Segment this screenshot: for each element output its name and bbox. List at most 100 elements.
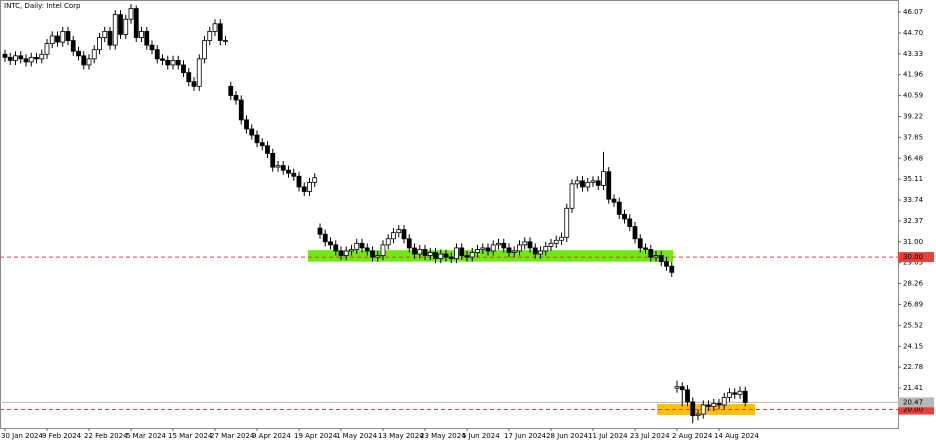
candle-body <box>149 44 155 51</box>
candle-body <box>207 31 213 41</box>
candle-body <box>674 386 680 389</box>
candle-body <box>49 35 55 45</box>
candle-body <box>34 56 39 60</box>
candle-body <box>238 99 244 121</box>
x-tick-label: 30 Jan 2024 <box>1 432 44 440</box>
candle-body <box>700 404 706 415</box>
candle-body <box>291 172 297 177</box>
candle-body <box>522 241 528 246</box>
candle-body <box>18 55 24 60</box>
candle-body <box>28 56 34 63</box>
candle-body <box>454 247 459 259</box>
candle-body <box>690 401 696 417</box>
candle-body <box>391 232 396 240</box>
y-tick-label: 35.11 <box>903 175 923 183</box>
y-tick-label: 29.63 <box>903 259 923 267</box>
candle-body <box>13 55 18 61</box>
candle-body <box>60 31 66 43</box>
candle-body <box>517 244 522 252</box>
x-tick-label: 27 Mar 2024 <box>210 432 255 440</box>
y-tick-label: 39.22 <box>903 112 923 120</box>
candle-body <box>585 181 591 188</box>
x-tick-label: 22 Feb 2024 <box>84 432 128 440</box>
candle-body <box>532 247 538 255</box>
y-tick-label: 37.85 <box>903 133 923 141</box>
candle-body <box>490 244 496 252</box>
candle-body <box>228 85 234 96</box>
x-tick-label: 15 Mar 2024 <box>168 432 213 440</box>
candle-body <box>538 250 543 255</box>
y-tick-label: 46.07 <box>903 8 923 16</box>
y-tick-label: 21.41 <box>903 384 923 392</box>
candle-body <box>695 413 701 417</box>
candle-body <box>312 177 318 183</box>
candle-body <box>102 31 108 38</box>
x-tick-label: 13 May 2024 <box>378 432 424 440</box>
candle-body <box>506 247 512 253</box>
candle-body <box>679 386 685 391</box>
candle-body <box>396 229 402 234</box>
candle-body <box>711 403 717 407</box>
candle-body <box>23 58 29 63</box>
candle-body <box>244 119 249 130</box>
x-tick-label: 11 Jul 2024 <box>588 432 628 440</box>
x-tick-label: 2 Aug 2024 <box>672 432 713 440</box>
candle-body <box>39 53 45 60</box>
candle-body <box>112 14 118 46</box>
x-tick-label: 1 May 2024 <box>336 432 378 440</box>
candle-body <box>595 180 601 186</box>
x-tick-label: 23 May 2024 <box>420 432 466 440</box>
y-tick-label: 32.37 <box>903 217 923 225</box>
candle-body <box>280 165 286 171</box>
candle-body <box>643 247 648 250</box>
zone <box>308 250 673 262</box>
candle-body <box>580 180 585 188</box>
candle-body <box>622 213 627 220</box>
candle-body <box>601 171 606 186</box>
candle-body <box>564 207 570 238</box>
level-tag <box>898 252 934 263</box>
candle-body <box>65 31 71 41</box>
candle-body <box>632 226 638 240</box>
candle-body <box>427 252 433 256</box>
candle-body <box>648 249 654 258</box>
y-tick-label: 26.89 <box>903 300 923 308</box>
candle-body <box>569 183 575 209</box>
candle-body <box>354 242 360 250</box>
candle-body <box>7 56 13 61</box>
candle-body <box>412 247 417 255</box>
candle-body <box>328 241 333 246</box>
candle-body <box>370 250 375 258</box>
candle-body <box>380 244 386 256</box>
y-tick-label: 31.00 <box>903 238 923 246</box>
candle-body <box>559 236 564 241</box>
candle-body <box>254 134 260 144</box>
candle-body <box>349 249 354 252</box>
candle-body <box>343 250 349 256</box>
y-tick-label: 25.52 <box>903 321 923 329</box>
candle-body <box>438 253 444 259</box>
candle-body <box>496 242 501 246</box>
y-tick-label: 40.59 <box>903 92 923 100</box>
x-tick-label: 5 Mar 2024 <box>126 432 166 440</box>
candle-body <box>443 253 449 258</box>
y-tick-label: 43.33 <box>903 50 923 58</box>
candle-body <box>590 180 596 183</box>
candle-body <box>202 40 207 60</box>
candle-body <box>118 14 123 35</box>
y-tick-label: 41.96 <box>903 71 924 79</box>
candle-body <box>86 58 92 66</box>
candle-body <box>322 233 328 243</box>
candle-body <box>375 255 381 258</box>
candle-body <box>485 247 491 252</box>
candle-body <box>170 59 176 66</box>
candle-body <box>401 229 407 240</box>
candle-body <box>286 169 291 174</box>
x-tick-label: 9 Feb 2024 <box>42 432 82 440</box>
candle-body <box>123 18 129 35</box>
candle-body <box>737 390 743 395</box>
candle-body <box>338 250 344 256</box>
candle-body <box>364 247 370 252</box>
candle-body <box>574 180 580 185</box>
candle-body <box>133 8 139 38</box>
